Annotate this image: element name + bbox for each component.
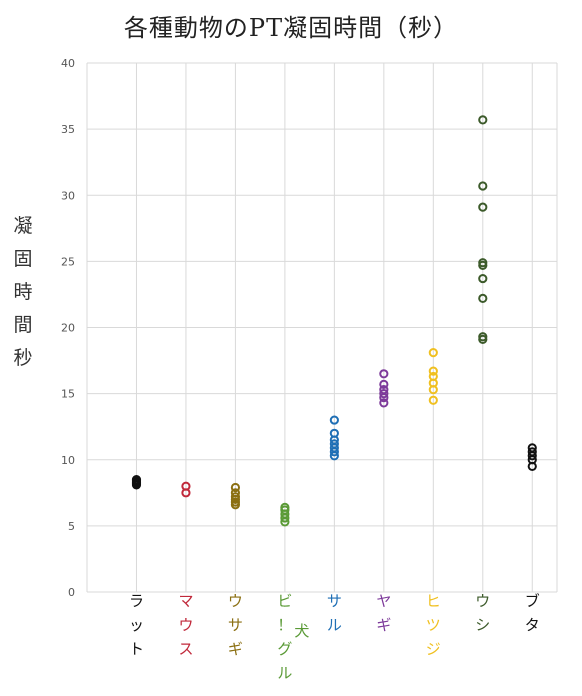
data-point bbox=[379, 385, 389, 395]
data-point bbox=[527, 443, 537, 453]
category-label-char: ル bbox=[277, 664, 292, 682]
category-label-char: ヤ bbox=[376, 592, 391, 610]
category-label-char: サ bbox=[327, 592, 342, 610]
category-label-char: タ bbox=[525, 616, 540, 634]
category-label-char: ト bbox=[129, 640, 144, 658]
category-label-char: ギ bbox=[228, 640, 243, 658]
category-label-char: サ bbox=[228, 616, 243, 634]
data-point bbox=[478, 273, 488, 284]
data-point bbox=[181, 481, 191, 491]
data-point bbox=[428, 395, 438, 405]
category-label-char: ブ bbox=[525, 592, 540, 610]
data-point bbox=[131, 474, 142, 485]
category-label-char: ウ bbox=[228, 592, 243, 610]
category-label-char: ！ bbox=[277, 616, 292, 634]
data-point bbox=[329, 439, 339, 449]
data-point bbox=[428, 371, 438, 382]
y-axis-title: 凝固時間秒 bbox=[13, 215, 33, 369]
y-tick-label: 25 bbox=[61, 255, 75, 268]
data-point bbox=[230, 488, 241, 498]
data-point bbox=[379, 369, 389, 379]
y-tick-label: 35 bbox=[61, 123, 75, 136]
category-label-char: ヒ bbox=[426, 592, 441, 610]
category-label-char: ッ bbox=[129, 616, 144, 634]
category-label-char: シ bbox=[475, 616, 490, 634]
y-tick-label: 15 bbox=[61, 388, 75, 401]
data-point bbox=[527, 447, 537, 457]
y-tick-label: 40 bbox=[61, 57, 75, 70]
category-label-char: ス bbox=[178, 640, 193, 658]
data-point bbox=[478, 293, 488, 304]
data-point bbox=[478, 115, 488, 125]
data-point bbox=[478, 181, 488, 191]
y-tick-label: 20 bbox=[61, 322, 75, 335]
y-tick-label: 0 bbox=[68, 586, 75, 599]
y-tick-label: 10 bbox=[61, 454, 75, 467]
data-point bbox=[379, 389, 389, 399]
data-point bbox=[478, 202, 488, 212]
category-label-char: マ bbox=[178, 592, 193, 610]
category-label-char: グ bbox=[277, 640, 292, 658]
category-label-char: ジ bbox=[426, 640, 441, 658]
category-note: 犬 bbox=[294, 622, 309, 640]
data-point bbox=[478, 332, 488, 342]
data-point bbox=[280, 502, 290, 512]
data-point bbox=[230, 482, 241, 493]
category-label-char: ギ bbox=[376, 616, 391, 634]
category-label-char: ビ bbox=[277, 592, 292, 610]
data-point bbox=[478, 258, 488, 268]
data-point bbox=[329, 428, 339, 438]
data-point bbox=[329, 415, 339, 425]
data-point bbox=[428, 348, 438, 358]
data-point bbox=[230, 492, 241, 502]
category-label-char: ル bbox=[327, 616, 342, 634]
y-tick-label: 5 bbox=[68, 520, 75, 533]
data-point bbox=[428, 366, 438, 376]
category-label-char: ツ bbox=[426, 616, 441, 634]
data-point bbox=[379, 398, 389, 408]
category-label-char: ウ bbox=[475, 592, 490, 610]
data-point bbox=[379, 379, 389, 389]
y-tick-label: 30 bbox=[61, 189, 75, 202]
category-label-char: ウ bbox=[178, 616, 193, 634]
chart-title: 各種動物のPT凝固時間（秒） bbox=[123, 14, 459, 42]
category-label-char: ラ bbox=[129, 592, 144, 610]
